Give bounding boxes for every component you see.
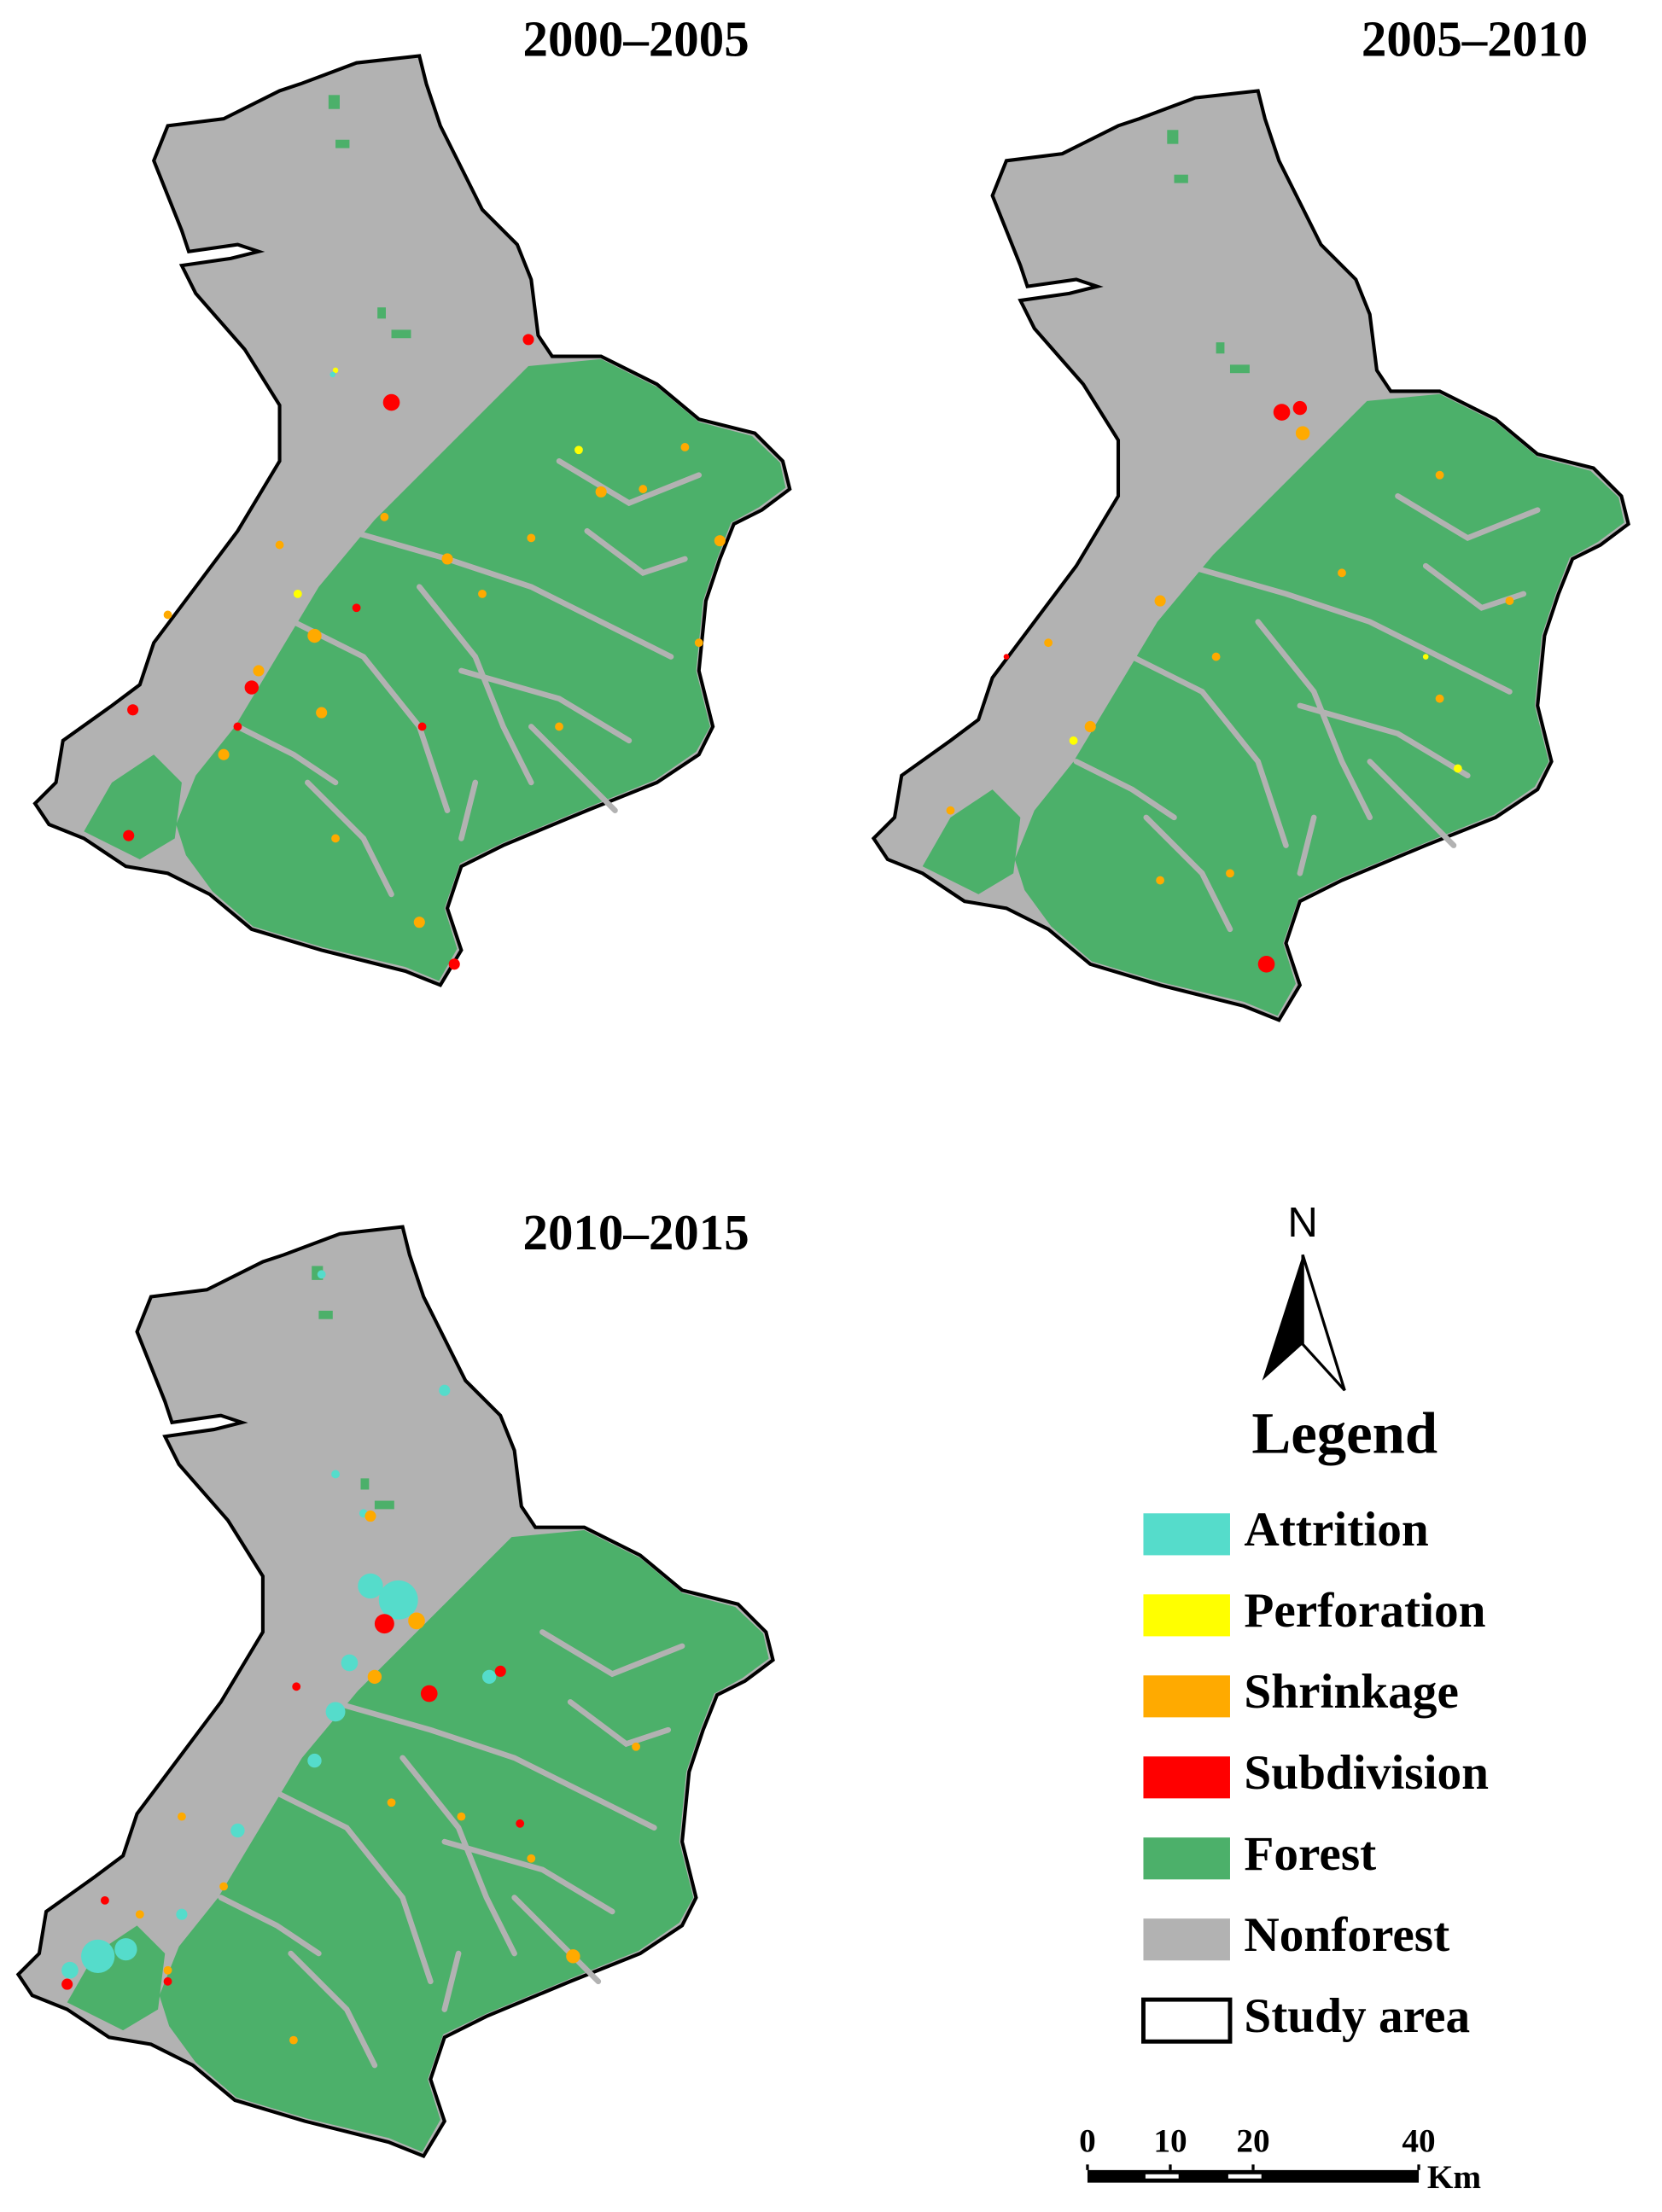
legend-label: Nonforest — [1244, 1908, 1449, 1962]
scale-bar-segment — [1228, 2174, 1262, 2179]
change-patches — [946, 400, 1514, 973]
legend-swatch — [1143, 1675, 1230, 1718]
panel-title: 2010–2015 — [522, 1204, 749, 1260]
north-arrow-right — [1301, 1254, 1346, 1392]
north-arrow-left — [1262, 1254, 1303, 1381]
study-area-map — [18, 1227, 773, 2157]
panel-title: 2005–2010 — [1362, 10, 1588, 67]
north-arrow: N — [1262, 1200, 1346, 1392]
legend: Legend Attrition Perforation Shrinkage Subd… — [1141, 1400, 1489, 2044]
study-area-map — [873, 90, 1628, 1020]
legend-swatch — [1143, 1918, 1230, 1961]
legend-label: Shrinkage — [1244, 1665, 1459, 1719]
legend-swatch — [1143, 1756, 1230, 1799]
map-panel: 2005–2010 — [873, 10, 1628, 1020]
scale-tick-label: 0 — [1079, 2123, 1096, 2160]
panel-title: 2000–2005 — [522, 10, 749, 67]
legend-swatch — [1143, 1513, 1230, 1556]
scale-tick-label: 10 — [1153, 2123, 1187, 2160]
legend-label: Study area — [1244, 1989, 1470, 2043]
scale-tick-label: 40 — [1402, 2123, 1435, 2160]
legend-label: Attrition — [1244, 1503, 1428, 1557]
scale-bar-segment — [1145, 2174, 1179, 2179]
change-patches — [61, 1270, 640, 2045]
map-panel: 2000–2005 — [35, 10, 790, 985]
map-panel: 2010–2015 — [18, 1204, 773, 2157]
legend-swatch — [1143, 1837, 1230, 1880]
scale-unit: Km — [1427, 2159, 1482, 2196]
legend-label: Perforation — [1244, 1584, 1485, 1638]
study-area-map — [35, 55, 790, 985]
legend-title: Legend — [1251, 1400, 1437, 1465]
north-label: N — [1287, 1200, 1317, 1246]
legend-label: Subdivision — [1244, 1746, 1489, 1800]
scale-tick-label: 20 — [1236, 2123, 1269, 2160]
legend-label: Forest — [1244, 1827, 1376, 1881]
legend-swatch — [1143, 1594, 1230, 1637]
legend-swatch — [1141, 1997, 1233, 2044]
change-patches — [123, 334, 726, 970]
